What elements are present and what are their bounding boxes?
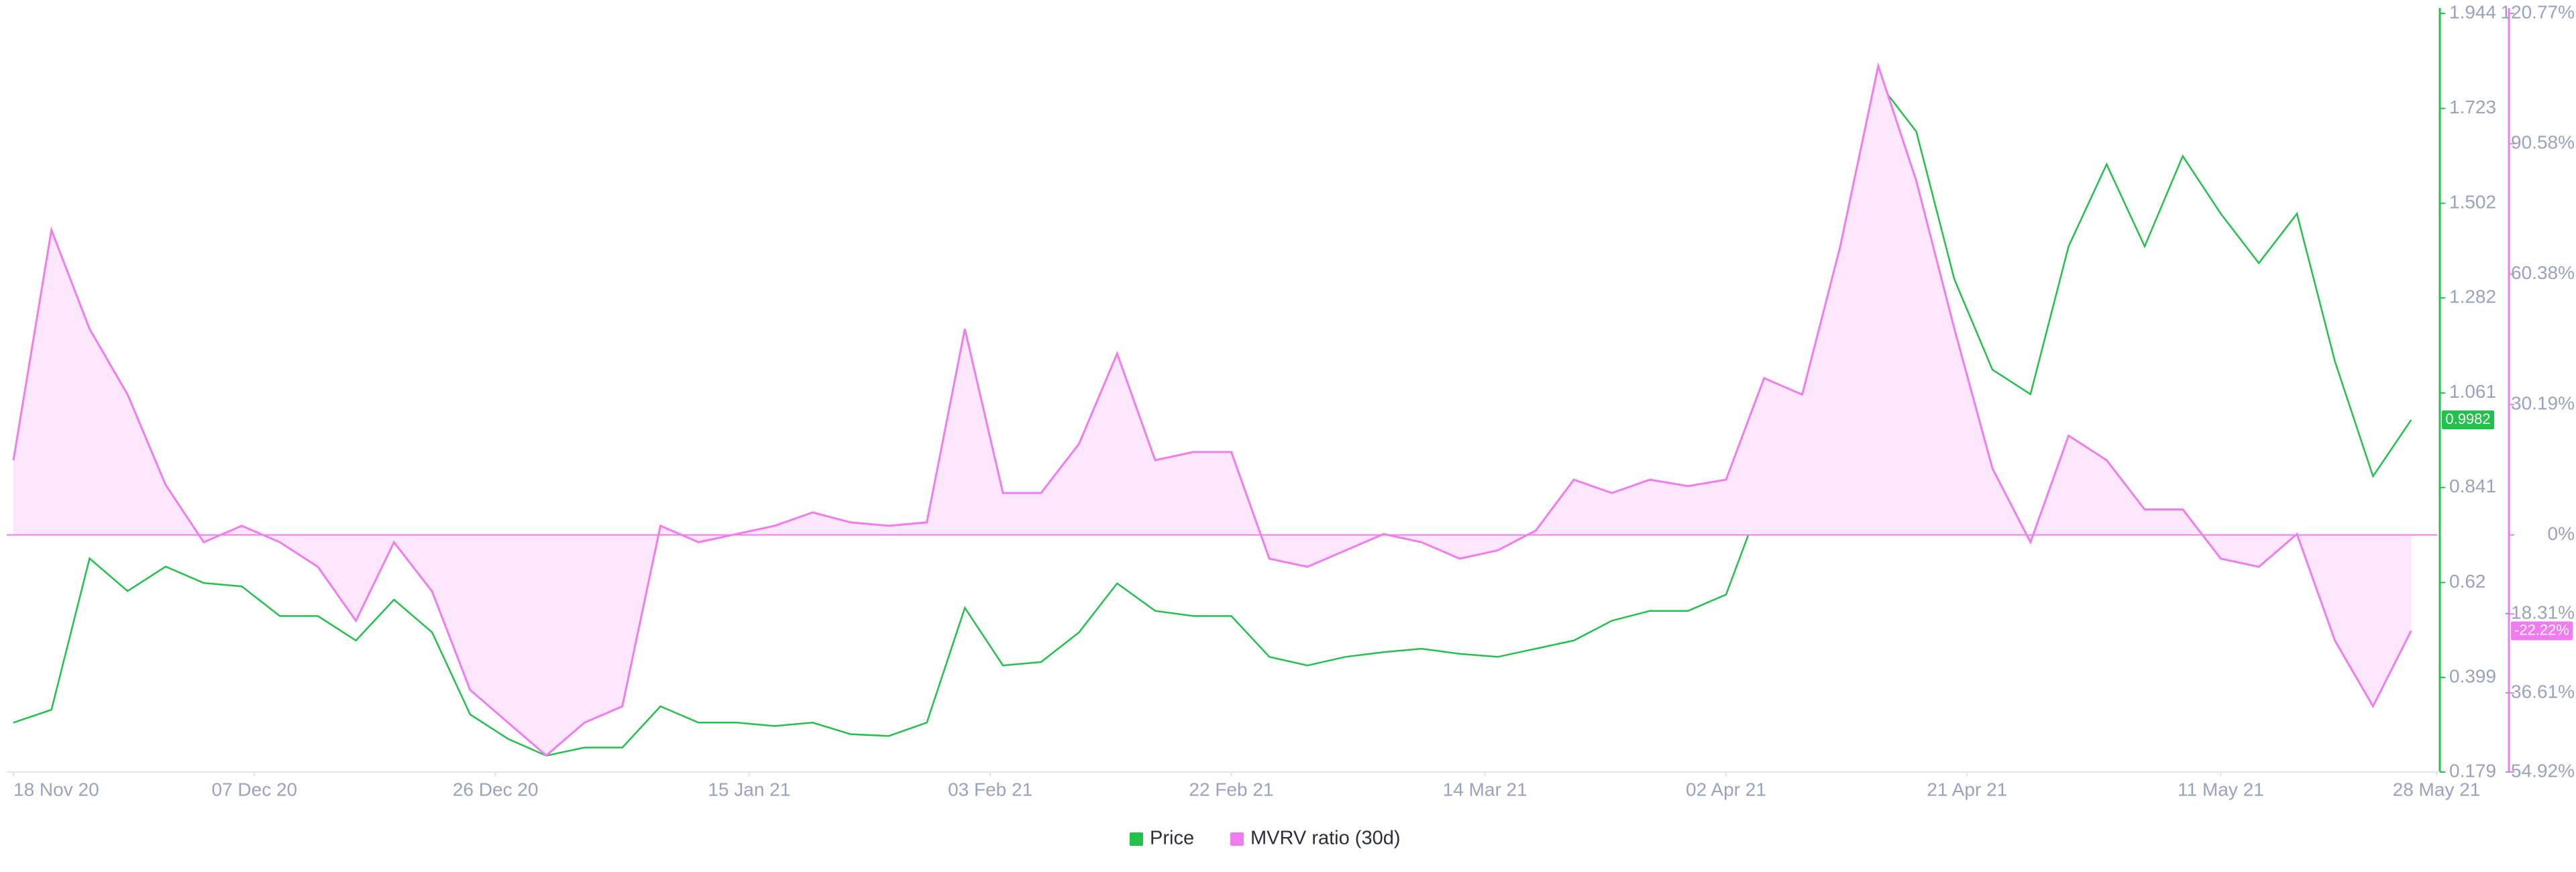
y-tick-label: 1.723 <box>2449 97 2496 117</box>
legend-label: MVRV ratio (30d) <box>1250 828 1401 849</box>
area <box>13 66 2412 756</box>
x-tick-label: 15 Jan 21 <box>708 779 790 800</box>
line <box>12 62 2412 757</box>
x-tick-label: 28 May 21 <box>2393 779 2481 800</box>
legend-swatch <box>1230 832 1244 846</box>
y-tick-label: 1.061 <box>2449 381 2496 402</box>
y2-tick-label: 60.38% <box>2511 262 2575 283</box>
y-tick-label: 1.502 <box>2449 192 2496 213</box>
y-tick-label: 0.841 <box>2449 476 2496 496</box>
legend-label: Price <box>1150 828 1194 849</box>
value-label: -22.22% <box>2514 621 2569 638</box>
value-label: 0.9982 <box>2445 411 2490 427</box>
y-tick-label: 1.282 <box>2449 286 2496 307</box>
x-tick-label: 02 Apr 21 <box>1686 779 1766 800</box>
value-badge <box>2511 621 2573 641</box>
y2-tick-label: 90.58% <box>2511 132 2575 153</box>
y2-tick-label: -18.31% <box>2505 602 2575 623</box>
y2-tick-label: 30.19% <box>2511 392 2575 413</box>
y2-tick-label: -36.61% <box>2505 682 2575 702</box>
x-tick-label: 11 May 21 <box>2178 779 2264 800</box>
value-badge <box>2442 411 2494 430</box>
x-tick-label: 07 Dec 20 <box>211 779 297 800</box>
y2-tick-label: 120.77% <box>2500 1 2575 22</box>
y-tick-label: 1.944 <box>2449 1 2496 22</box>
y-tick-label: 0.62 <box>2449 571 2486 592</box>
x-tick-label: 21 Apr 21 <box>1927 779 2007 800</box>
y2-tick-label: 0% <box>2548 523 2575 544</box>
legend-swatch <box>1130 832 1143 846</box>
line <box>13 80 2412 757</box>
x-tick-label: 14 Mar 21 <box>1443 779 1527 800</box>
y2-tick-label: -54.92% <box>2505 760 2575 781</box>
y-tick-label: 0.179 <box>2449 760 2496 781</box>
x-tick-label: 18 Nov 20 <box>13 779 99 800</box>
x-tick-label: 22 Feb 21 <box>1189 779 1273 800</box>
y-tick-label: 0.399 <box>2449 665 2496 686</box>
x-tick-label: 03 Feb 21 <box>948 779 1032 800</box>
x-tick-label: 26 Dec 20 <box>453 779 539 800</box>
